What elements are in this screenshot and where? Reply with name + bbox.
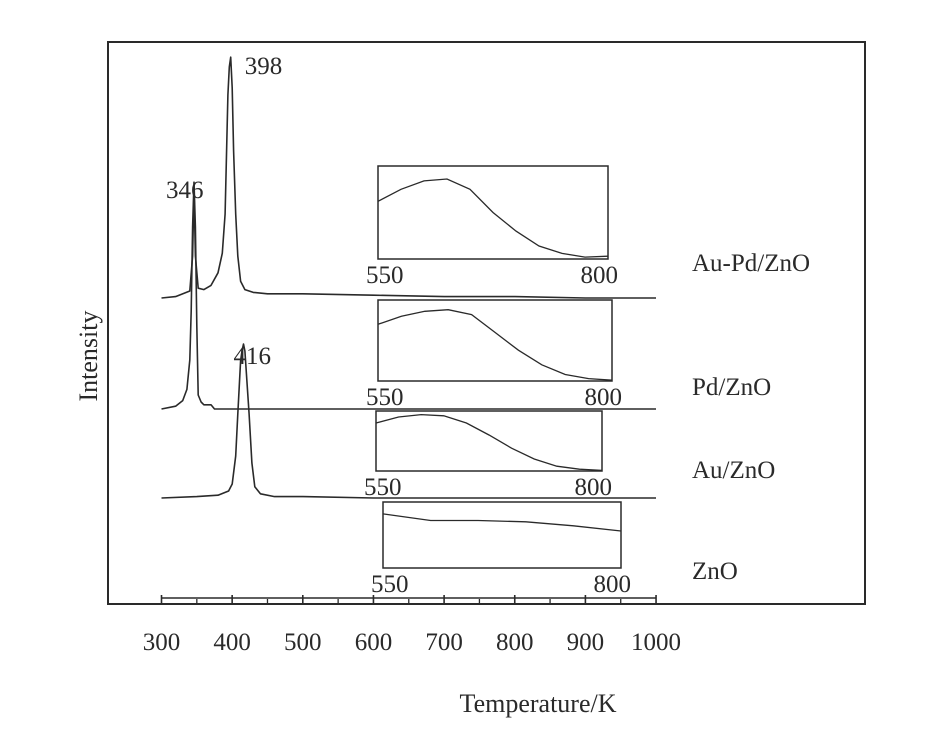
series-line-pd-zno: [161, 181, 656, 410]
plot-frame: [107, 41, 866, 605]
series-line-au-zno: [161, 343, 656, 499]
x-axis-title: Temperature/K: [460, 689, 617, 718]
inset-curve-zno: [382, 513, 622, 532]
peak-label: 416: [233, 343, 270, 370]
inset-curve-au-zno: [375, 413, 603, 472]
x-tick-label: 300: [143, 629, 181, 656]
inset-panels: 550 800 550 800 550 800 550 800: [364, 165, 632, 598]
x-tick-label: 800: [496, 629, 534, 656]
inset-curve-au-pd-zno: [377, 178, 609, 258]
inset-tick-label: 550: [364, 474, 402, 501]
peak-label: 346: [166, 177, 204, 204]
x-tick-label: 500: [284, 629, 322, 656]
inset-frame-pd-zno: [377, 299, 613, 382]
inset-tick-label: 550: [366, 384, 404, 411]
x-axis-ticks: 300 400 500 600 700 800 900 1000: [143, 595, 681, 656]
x-tick-label: 1000: [631, 629, 681, 656]
series-label: Au/ZnO: [692, 457, 775, 484]
inset-tick-label: 550: [366, 262, 404, 289]
series-label: ZnO: [692, 558, 738, 585]
x-tick-label: 600: [355, 629, 393, 656]
peak-annotations: 398 346 416: [166, 53, 282, 370]
inset-frame-zno: [382, 501, 622, 569]
x-tick-label: 400: [213, 629, 251, 656]
y-axis-title: Intensity: [74, 311, 103, 402]
peak-label: 398: [245, 53, 283, 80]
inset-tick-label: 550: [371, 571, 409, 598]
inset-tick-label: 800: [575, 474, 613, 501]
inset-frame-au-zno: [375, 410, 603, 472]
series-curves: [161, 56, 656, 599]
inset-tick-label: 800: [581, 262, 619, 289]
series-labels: Au-Pd/ZnO Pd/ZnO Au/ZnO ZnO: [692, 250, 810, 585]
series-label: Au-Pd/ZnO: [692, 250, 810, 277]
inset-tick-label: 800: [594, 571, 632, 598]
x-tick-label: 700: [425, 629, 463, 656]
inset-tick-label: 800: [585, 384, 623, 411]
inset-curve-pd-zno: [377, 309, 613, 381]
series-label: Pd/ZnO: [692, 374, 771, 401]
x-tick-label: 900: [567, 629, 605, 656]
